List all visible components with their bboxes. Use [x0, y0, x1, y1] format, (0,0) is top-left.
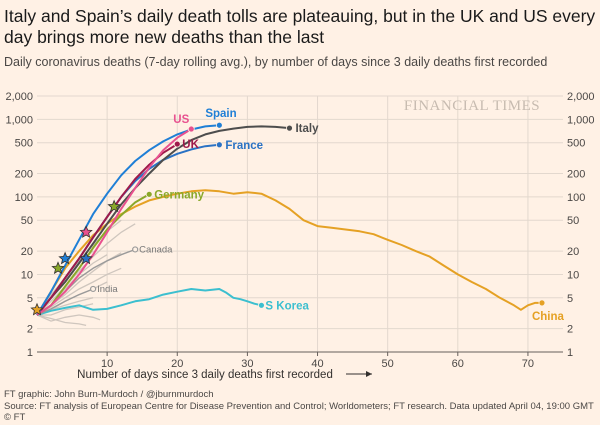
- y-tick-label-right: 500: [567, 138, 585, 150]
- x-tick-label: 10: [101, 358, 113, 370]
- footer-copyright: © FT: [4, 412, 26, 423]
- x-tick-label: 40: [311, 358, 323, 370]
- background-series-line: [36, 314, 101, 322]
- footer-source: Source: FT analysis of European Centre f…: [4, 400, 594, 412]
- series-line-italy: [36, 125, 290, 316]
- star-marker: [30, 302, 44, 316]
- star-marker: [79, 225, 93, 238]
- y-tick-label-left: 100: [15, 192, 33, 204]
- series-line-germany: [36, 193, 150, 316]
- series-label-italy: Italy: [295, 123, 319, 135]
- label-layer: Italy Spain US UK France Germany China S Korea C…: [97, 108, 564, 323]
- x-tick-label: 20: [171, 358, 183, 370]
- y-tick-label-left: 1: [27, 347, 33, 359]
- end-marker-italy: [286, 124, 293, 132]
- y-tick-label-left: 200: [15, 169, 33, 181]
- y-tick-label-left: 2: [27, 324, 33, 336]
- background-series-line: [36, 267, 122, 316]
- star-marker: [107, 199, 121, 213]
- y-tick-label-right: 2: [567, 324, 573, 336]
- star-marker: [58, 251, 72, 265]
- star-marker: [51, 261, 65, 275]
- series-line-s-korea: [36, 288, 262, 316]
- y-tick-label-right: 50: [567, 215, 579, 227]
- y-tick-label-left: 10: [21, 269, 33, 281]
- y-tick-label-right: 10: [567, 269, 579, 281]
- end-marker-canada: [132, 246, 139, 253]
- y-tick-label-right: 200: [567, 169, 585, 181]
- x-axis-label: Number of days since 3 daily deaths firs…: [77, 369, 333, 381]
- star-marker: [79, 251, 93, 265]
- chart-subtitle: Daily coronavirus deaths (7-day rolling …: [4, 55, 548, 69]
- x-tick-label: 60: [452, 358, 464, 370]
- y-tick-label-right: 5: [567, 293, 573, 305]
- end-marker-spain: [215, 121, 223, 129]
- y-tick-label-left: 20: [21, 246, 33, 258]
- y-tick-label-right: 100: [567, 192, 585, 204]
- end-marker-india: [90, 285, 97, 293]
- series-label-china: China: [532, 311, 565, 323]
- x-tick-label: 30: [241, 358, 253, 370]
- x-axis-arrowhead: [366, 371, 372, 377]
- end-marker-germany: [145, 190, 153, 198]
- y-tick-label-left: 500: [15, 138, 33, 150]
- series-label-france: France: [225, 140, 263, 152]
- end-marker-us: [187, 125, 195, 133]
- y-tick-label-left: 2,000: [5, 91, 33, 103]
- series-line-us: [36, 128, 192, 316]
- watermark: FINANCIAL TIMES: [404, 98, 540, 114]
- x-tick-label: 50: [382, 358, 394, 370]
- y-tick-label-right: 1: [567, 347, 573, 359]
- x-tick-label: 70: [522, 358, 534, 370]
- end-marker-s-korea: [258, 301, 265, 309]
- y-tick-label-right: 20: [567, 246, 579, 258]
- end-marker-france: [215, 141, 223, 149]
- chart-title: Italy and Spain’s daily death tolls are …: [4, 6, 596, 47]
- y-tick-label-left: 50: [21, 215, 33, 227]
- grid-layer: [37, 95, 563, 353]
- y-tick-label-right: 2,000: [567, 91, 595, 103]
- background-series-line: [36, 314, 87, 327]
- series-label-s-korea: S Korea: [265, 300, 309, 312]
- series-line-india: [36, 288, 94, 316]
- y-tick-label-left: 5: [27, 293, 33, 305]
- series-label-germany: Germany: [154, 189, 204, 201]
- end-marker-china: [538, 299, 546, 307]
- marker-layer: [30, 121, 546, 316]
- series-label-uk: UK: [182, 139, 199, 151]
- footer: FT graphic: John Burn-Murdoch / @jburnmu…: [4, 389, 596, 424]
- end-marker-uk: [173, 140, 181, 148]
- axis-layer: 1 1 2 2 5 5 10 10 20 20 50 50 100 100 200 200 500 500 1,00…: [5, 91, 594, 381]
- y-tick-label-right: 1,000: [567, 114, 595, 126]
- series-label-india: India: [97, 284, 118, 295]
- series-label-spain: Spain: [205, 108, 236, 120]
- y-tick-label-left: 1,000: [5, 114, 33, 126]
- footer-credit: FT graphic: John Burn-Murdoch / @jburnmu…: [4, 389, 214, 400]
- series-label-us: US: [173, 114, 189, 126]
- series-label-canada: Canada: [139, 244, 173, 255]
- line-chart: 1 1 2 2 5 5 10 10 20 20 50 50 100 100 200 200 500 500 1,00…: [5, 91, 594, 381]
